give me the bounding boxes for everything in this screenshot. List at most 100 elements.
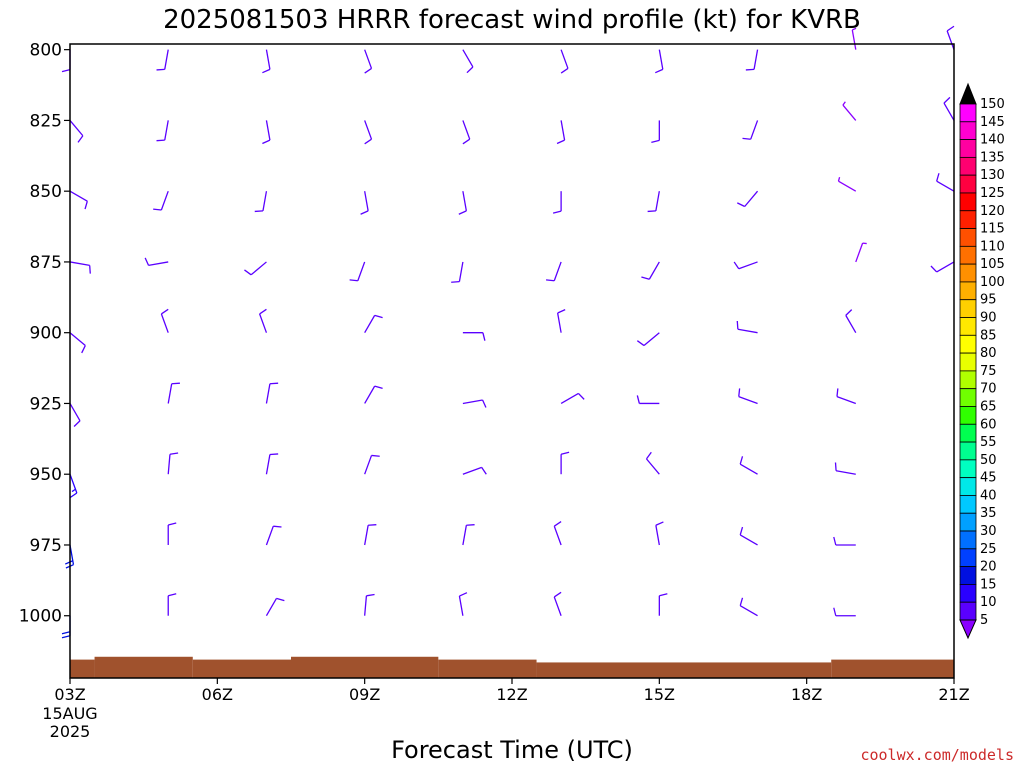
y-tick-label-950: 950: [30, 465, 62, 485]
wind-barb-h9-p825: [364, 120, 373, 145]
barb-shaft: [364, 120, 373, 140]
colorbar-swatch-50: [959, 459, 977, 479]
barb-shaft: [943, 102, 955, 121]
barb-shaft: [842, 104, 857, 121]
barb-shaft: [648, 261, 660, 280]
wind-barb-h5-p825: [156, 120, 169, 142]
y-axis: 800 825 850 875 900 925 950 975 1000: [19, 41, 70, 627]
credit-text[interactable]: coolwx.com/models: [860, 746, 1014, 764]
x-tick-label-0: 03Z: [54, 685, 85, 704]
colorbar-swatch-90: [959, 317, 977, 336]
colorbar-swatch-75: [959, 370, 977, 390]
barb-flag-10kt: [77, 135, 84, 143]
barb-shaft: [462, 191, 468, 211]
barb-shaft: [458, 261, 464, 282]
barb-flag-10kt: [466, 524, 475, 526]
colorbar-swatch-25: [959, 548, 977, 568]
colorbar-label-45: 45: [980, 471, 997, 486]
wind-barb-h3-p1000: [61, 615, 71, 639]
x-tick-label-1: 06Z: [202, 685, 233, 704]
barb-flag-10kt: [69, 492, 78, 499]
wind-barb-h3-p875: [69, 261, 91, 274]
wind-barb-h3-p900: [69, 332, 86, 354]
colorbar-swatch-60: [959, 423, 977, 443]
barb-shaft: [69, 261, 90, 267]
colorbar-label-75: 75: [980, 364, 997, 379]
wind-barb-h21-p875: [930, 261, 955, 273]
barb-flag-10kt: [371, 454, 380, 457]
colorbar-swatch-145: [959, 121, 977, 140]
chart-title: 2025081503 HRRR forecast wind profile (k…: [163, 5, 861, 35]
colorbar-swatch-70: [959, 388, 977, 407]
wind-barb-h3-p850: [69, 190, 88, 210]
barb-shaft: [744, 190, 759, 207]
wind-barb-h5-p800: [156, 49, 169, 71]
colorbar-swatch-40: [959, 495, 977, 514]
barb-flag-10kt: [168, 522, 177, 526]
wind-barb-h11-p850: [458, 191, 468, 215]
surface-terrain-0: [70, 659, 95, 678]
colorbar-swatch-30: [959, 530, 977, 550]
y-tick-label-800: 800: [30, 41, 62, 61]
wind-barb-h3-p800: [61, 49, 71, 73]
barb-flag-10kt: [262, 68, 271, 74]
barb-flag-10kt: [577, 393, 585, 400]
barb-shaft: [851, 29, 857, 50]
barb-shaft: [946, 30, 955, 50]
barb-shaft: [753, 49, 759, 70]
barb-shaft: [164, 120, 169, 141]
colorbar-swatch-105: [959, 263, 977, 283]
barb-flag-10kt: [462, 138, 471, 145]
wind-barb-h19-p1000: [833, 607, 856, 617]
barb-flag-10kt: [482, 332, 486, 341]
barb-shaft: [750, 120, 759, 140]
barb-flag-5kt: [852, 27, 857, 31]
wind-barb-h11-p975: [462, 524, 475, 546]
barb-flag-10kt: [368, 524, 377, 526]
barb-shaft: [167, 454, 171, 475]
wind-barb-h3-p925: [69, 403, 81, 427]
wind-barb-h3-p825: [69, 120, 84, 143]
barb-flag-10kt: [64, 560, 74, 565]
barb-flag-10kt: [845, 309, 853, 316]
barb-shaft: [739, 534, 758, 546]
colorbar-swatch-140: [959, 139, 977, 158]
barb-shaft: [737, 328, 758, 334]
barb-flag-5kt: [842, 101, 846, 106]
wind-barb-h11-p825: [462, 120, 471, 145]
wind-barb-h13-p800: [560, 49, 569, 74]
barb-shaft: [845, 315, 857, 334]
barb-shaft: [658, 49, 664, 70]
barb-shaft: [265, 525, 274, 546]
barb-flag-10kt: [169, 452, 179, 455]
wind-barb-h17-p1000: [739, 597, 758, 617]
barb-flag-10kt: [269, 382, 279, 385]
colorbar-label-100: 100: [980, 275, 1005, 290]
colorbar-label-5: 5: [980, 613, 988, 628]
colorbar-label-95: 95: [980, 293, 997, 308]
barb-flag-10kt: [733, 261, 740, 270]
barb-shaft: [69, 190, 88, 202]
barb-shaft: [364, 191, 369, 211]
barb-shaft: [160, 190, 169, 211]
barb-shaft: [553, 596, 562, 616]
colorbar-label-55: 55: [980, 435, 997, 450]
barb-flag-10kt: [655, 68, 664, 74]
wind-barb-h5-p950: [167, 452, 179, 475]
x-tick-label-3: 12Z: [496, 685, 527, 704]
barb-flag-10kt: [349, 279, 358, 282]
colorbar-label-25: 25: [980, 542, 997, 557]
barb-shaft: [560, 392, 579, 405]
x-tick-label-6: 21Z: [938, 685, 969, 704]
wind-barb-h15-p825: [651, 120, 660, 144]
barb-shaft: [739, 605, 758, 617]
wind-barb-h5-p850: [153, 190, 169, 211]
barb-shaft: [556, 312, 562, 333]
colorbar-swatch-150: [959, 103, 977, 123]
wind-barb-h21-p800: [946, 25, 955, 50]
colorbar-label-10: 10: [980, 595, 997, 610]
colorbar-label-40: 40: [980, 488, 997, 503]
x-start-date-line-1: 2025: [50, 722, 91, 741]
wind-barb-h19-p950: [834, 462, 856, 475]
